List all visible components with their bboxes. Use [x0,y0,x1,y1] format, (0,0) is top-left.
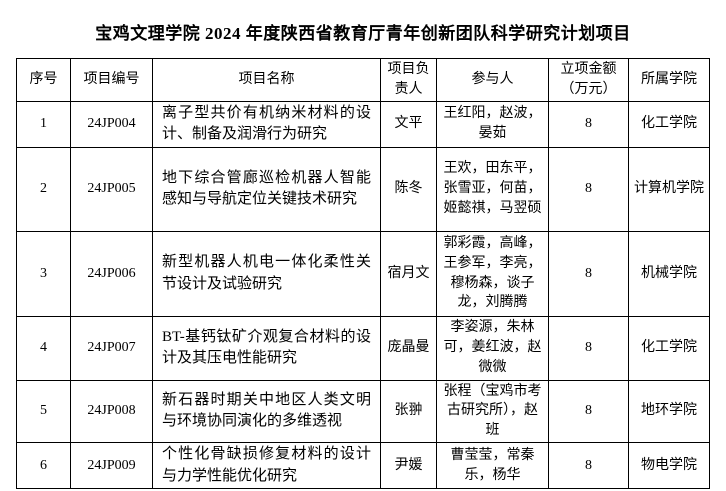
table-row: 6 24JP009 个性化骨缺损修复材料的设计与力学性能优化研究 尹媛 曹莹莹，… [16,442,710,490]
amount-cell: 8 [548,379,629,444]
leader-cell: 张翀 [380,379,437,444]
project-name-cell: 新型机器人机电一体化柔性关节设计及试验研究 [152,230,381,317]
table-row: 5 24JP008 新石器时期关中地区人类文明与环境协同演化的多维透视 张翀 张… [16,379,710,444]
header-project-name: 项目名称 [152,58,381,102]
college-cell: 机械学院 [628,230,710,317]
project-code-cell: 24JP009 [70,442,153,490]
participants-cell: 王欢，田东平，张雪亚，何苗，姬懿祺，马翌硕 [436,146,549,232]
table-row: 3 24JP006 新型机器人机电一体化柔性关节设计及试验研究 宿月文 郭彩霞，… [16,230,710,317]
college-cell: 地环学院 [628,379,710,444]
header-project-code: 项目编号 [70,58,153,102]
header-participants: 参与人 [436,58,549,102]
header-serial: 序号 [16,58,71,102]
college-cell: 计算机学院 [628,146,710,232]
participants-cell: 张程（宝鸡市考古研究所），赵班 [436,379,549,444]
leader-cell: 陈冬 [380,146,437,232]
serial-cell: 3 [16,230,71,317]
serial-cell: 5 [16,379,71,444]
project-name-cell: 地下综合管廊巡检机器人智能感知与导航定位关键技术研究 [152,146,381,232]
table-row: 4 24JP007 BT-基钙钛矿介观复合材料的设计及其压电性能研究 庞晶曼 李… [16,315,710,381]
amount-cell: 8 [548,315,629,381]
serial-cell: 6 [16,442,71,490]
leader-cell: 宿月文 [380,230,437,317]
leader-cell: 庞晶曼 [380,315,437,381]
college-cell: 化工学院 [628,101,710,148]
amount-cell: 8 [548,101,629,148]
table-row: 1 24JP004 离子型共价有机纳米材料的设计、制备及润滑行为研究 文平 王红… [16,101,710,148]
header-amount: 立项金额（万元） [548,58,629,102]
participants-cell: 王红阳，赵波，晏茹 [436,101,549,148]
projects-table: 序号 项目编号 项目名称 项目负责人 参与人 立项金额（万元） 所属学院 1 2… [16,58,710,490]
serial-cell: 2 [16,146,71,232]
table-body: 1 24JP004 离子型共价有机纳米材料的设计、制备及润滑行为研究 文平 王红… [16,101,710,490]
participants-cell: 李姿源，朱林可，姜红波，赵微微 [436,315,549,381]
header-leader: 项目负责人 [380,58,437,102]
project-code-cell: 24JP004 [70,101,153,148]
page-title: 宝鸡文理学院 2024 年度陕西省教育厅青年创新团队科学研究计划项目 [95,24,631,43]
project-name-cell: 离子型共价有机纳米材料的设计、制备及润滑行为研究 [152,101,381,148]
amount-cell: 8 [548,442,629,490]
project-code-cell: 24JP006 [70,230,153,317]
amount-cell: 8 [548,230,629,317]
project-name-cell: 个性化骨缺损修复材料的设计与力学性能优化研究 [152,442,381,490]
amount-cell: 8 [548,146,629,232]
college-cell: 化工学院 [628,315,710,381]
project-name-cell: BT-基钙钛矿介观复合材料的设计及其压电性能研究 [152,315,381,381]
project-code-cell: 24JP007 [70,315,153,381]
project-code-cell: 24JP005 [70,146,153,232]
serial-cell: 1 [16,101,71,148]
table-row: 2 24JP005 地下综合管廊巡检机器人智能感知与导航定位关键技术研究 陈冬 … [16,146,710,232]
college-cell: 物电学院 [628,442,710,490]
leader-cell: 文平 [380,101,437,148]
project-code-cell: 24JP008 [70,379,153,444]
participants-cell: 曹莹莹，常秦乐，杨华 [436,442,549,490]
table-header-row: 序号 项目编号 项目名称 项目负责人 参与人 立项金额（万元） 所属学院 [16,58,710,102]
serial-cell: 4 [16,315,71,381]
header-college: 所属学院 [628,58,710,102]
leader-cell: 尹媛 [380,442,437,490]
project-name-cell: 新石器时期关中地区人类文明与环境协同演化的多维透视 [152,379,381,444]
participants-cell: 郭彩霞，高峰，王参军，李亮，穆杨森，谈子龙，刘腾腾 [436,230,549,317]
